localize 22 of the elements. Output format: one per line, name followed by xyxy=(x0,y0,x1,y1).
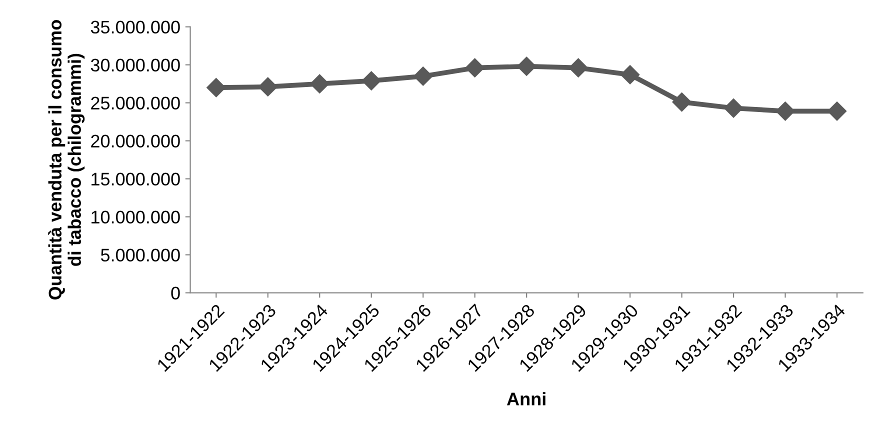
point xyxy=(776,102,795,121)
y-tick-label: 5.000.000 xyxy=(100,248,180,262)
point xyxy=(414,66,433,86)
y-tick-label: 25.000.000 xyxy=(91,96,180,110)
point xyxy=(206,78,226,98)
y-tick-label: 0 xyxy=(171,286,180,300)
point xyxy=(620,65,640,84)
y-tick-label: 35.000.000 xyxy=(90,20,180,34)
point xyxy=(517,56,536,76)
point xyxy=(465,58,484,78)
y-tick-label: 15.000.000 xyxy=(92,172,180,186)
y-tick-label: 10.000.000 xyxy=(92,210,180,224)
point xyxy=(310,74,330,94)
y-tick-label: 30.000.000 xyxy=(90,58,180,72)
y-axis-title: Quantità venduta per il consumo di tabacco (chilogrammi) xyxy=(48,20,85,300)
point xyxy=(568,58,588,78)
point xyxy=(258,77,278,96)
point xyxy=(362,71,381,90)
y-tick-label: 20.000.000 xyxy=(91,134,180,148)
x-axis-title: Anni xyxy=(506,392,546,406)
point xyxy=(724,98,744,118)
point xyxy=(672,92,692,112)
